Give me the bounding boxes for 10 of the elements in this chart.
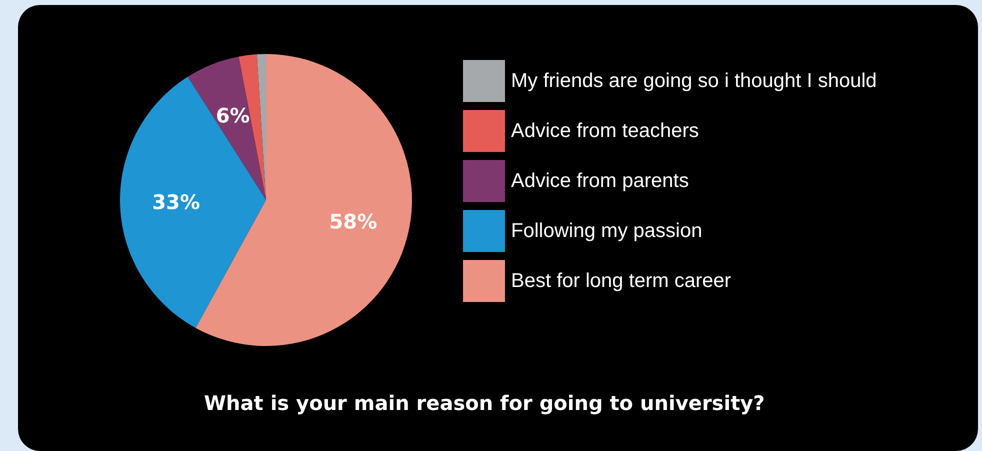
legend-label: Advice from teachers (511, 120, 699, 142)
legend-label: Following my passion (511, 220, 702, 242)
data-label: 6% (216, 103, 250, 128)
data-label: 33% (152, 190, 200, 214)
text: What is your main reason for going to university? (204, 391, 765, 415)
data-label: 58% (329, 209, 378, 234)
legend-label: Best for long term career (511, 270, 732, 292)
legend-label: My friends are going so i thought I should (511, 70, 877, 92)
pie-slice (120, 76, 266, 328)
legend-label: Advice from parents (511, 170, 689, 192)
